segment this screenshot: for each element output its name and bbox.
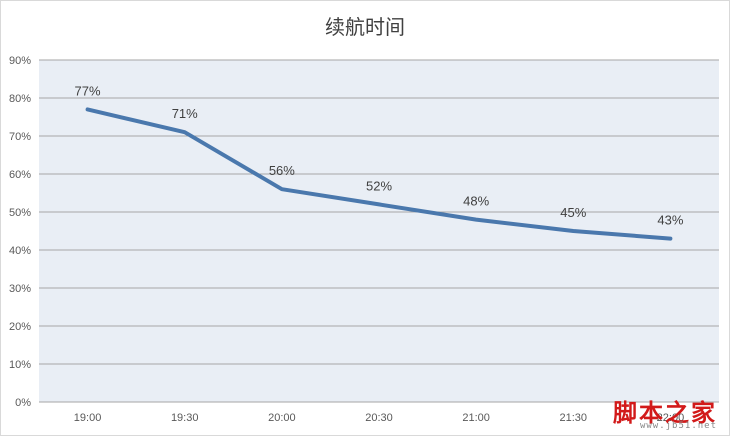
y-tick-label: 30% — [9, 283, 31, 295]
x-tick-label: 20:30 — [365, 412, 393, 424]
y-tick-label: 40% — [9, 245, 31, 257]
x-tick-label: 22:00 — [657, 412, 685, 424]
data-label: 77% — [75, 83, 101, 98]
data-label: 71% — [172, 106, 198, 121]
y-tick-label: 20% — [9, 321, 31, 333]
watermark-url: www.jb51.net — [639, 421, 717, 431]
y-tick-label: 90% — [9, 55, 31, 67]
data-label: 48% — [463, 194, 489, 209]
x-tick-label: 19:00 — [74, 412, 102, 424]
x-tick-label: 19:30 — [171, 412, 199, 424]
data-label: 56% — [269, 163, 295, 178]
series-line — [85, 107, 673, 241]
data-label: 43% — [657, 213, 683, 228]
data-label: 45% — [560, 205, 586, 220]
x-tick-label: 21:30 — [560, 412, 588, 424]
y-tick-label: 0% — [15, 397, 31, 409]
chart-title: 续航时间 — [325, 15, 405, 39]
watermark-logo: 脚本之家 — [613, 398, 717, 427]
y-tick-label: 60% — [9, 169, 31, 181]
plot-area — [39, 60, 719, 402]
x-tick-label: 21:00 — [462, 412, 490, 424]
data-label: 52% — [366, 178, 392, 193]
x-tick-label: 20:00 — [268, 412, 296, 424]
y-tick-label: 50% — [9, 207, 31, 219]
y-tick-label: 80% — [9, 93, 31, 105]
y-tick-label: 70% — [9, 131, 31, 143]
y-tick-label: 10% — [9, 359, 31, 371]
